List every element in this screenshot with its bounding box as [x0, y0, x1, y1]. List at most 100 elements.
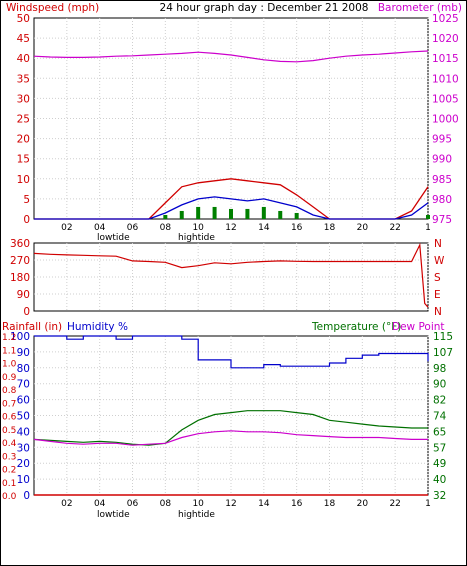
x-tick-label-panel-1: 22: [389, 223, 400, 233]
temperature-tick-label: 82: [433, 395, 446, 407]
temperature-tick-label: 40: [433, 474, 446, 486]
gust-bar: [245, 208, 250, 219]
wind-tick-label: 30: [17, 93, 30, 105]
rainfall-tick-label: 0.1: [2, 479, 16, 489]
temperature-tick-label: 115: [433, 331, 453, 343]
hightide-label-2: hightide: [178, 510, 215, 520]
humidity-tick-label: 100: [10, 331, 30, 343]
baro-tick-label: 980: [432, 194, 452, 206]
x-tick-label-panel-3: 04: [94, 499, 106, 509]
humidity-tick-label: 30: [17, 442, 30, 454]
x-tick-label-panel-1: 04: [94, 223, 106, 233]
x-tick-label-panel-3: 12: [225, 499, 236, 509]
wind-tick-label: 35: [17, 73, 30, 85]
gust-bar: [229, 208, 233, 219]
x-tick-label-panel-3: 22: [389, 499, 400, 509]
rainfall-tick-label: 1.0: [2, 360, 17, 370]
direction-tick-label: 90: [17, 289, 30, 301]
humidity-tick-label: 40: [17, 426, 30, 438]
wind-tick-label: 20: [17, 134, 30, 146]
gust-bar: [278, 210, 283, 219]
humidity-tick-label: 90: [17, 347, 30, 359]
rainfall-tick-label: 0.8: [2, 386, 17, 396]
gust-bar: [163, 214, 168, 219]
temperature-axis-label: Temperature (°F): [311, 321, 401, 333]
temperature-line: [33, 410, 428, 446]
temperature-tick-label: 65: [433, 426, 446, 438]
lowtide-label-2: lowtide: [97, 510, 130, 520]
baro-tick-label: 995: [432, 134, 452, 146]
rainfall-tick-label: 0.3: [2, 452, 16, 462]
x-tick-label-panel-3: 08: [160, 499, 172, 509]
x-tick-label-panel-1: 18: [324, 223, 336, 233]
temperature-tick-label: 32: [433, 490, 446, 502]
direction-tick-label: 360: [10, 238, 30, 250]
wind-tick-label: 45: [17, 33, 30, 45]
x-tick-label-panel-1: 20: [357, 223, 369, 233]
humidity-tick-label: 0: [23, 490, 30, 502]
wind-tick-label: 5: [23, 194, 30, 206]
windspeed-axis-label: Windspeed (mph): [6, 2, 99, 14]
temperature-tick-label: 107: [433, 347, 453, 359]
humidity-line: [34, 335, 429, 369]
baro-tick-label: 1000: [432, 114, 459, 126]
wind-tick-label: 25: [17, 114, 30, 126]
x-tick-label-panel-3: 1: [425, 499, 431, 509]
wind-tick-label: 10: [17, 174, 30, 186]
x-tick-label-panel-3: 18: [324, 499, 336, 509]
x-tick-label-panel-1: 08: [160, 223, 172, 233]
baro-tick-label: 985: [432, 174, 452, 186]
x-tick-label-panel-3: 16: [291, 499, 303, 509]
humidity-axis-label: Humidity %: [67, 321, 128, 333]
compass-tick-label: W: [434, 255, 445, 267]
temperature-tick-label: 57: [433, 442, 446, 454]
rainfall-tick-label: 0.2: [2, 466, 16, 476]
rainfall-tick-label: 1.2: [2, 333, 16, 343]
compass-tick-label: E: [434, 289, 441, 301]
x-tick-label-panel-3: 20: [357, 499, 369, 509]
gust-bar: [212, 206, 217, 219]
wind-direction-line: [33, 242, 429, 308]
rainfall-tick-label: 0.9: [2, 373, 17, 383]
avg-wind-line: [34, 196, 429, 220]
humidity-tick-label: 50: [17, 411, 30, 423]
rainfall-tick-label: 0.6: [2, 413, 17, 423]
rainfall-axis-label: Rainfall (in): [2, 321, 62, 333]
humidity-tick-label: 70: [17, 379, 30, 391]
temperature-tick-label: 90: [433, 379, 446, 391]
rainfall-tick-label: 0.0: [2, 492, 17, 502]
x-tick-label-panel-1: 14: [258, 223, 270, 233]
x-tick-label-panel-1: 16: [291, 223, 303, 233]
gust-bar: [426, 214, 430, 219]
compass-tick-label: N: [434, 238, 442, 250]
barometer-axis-label: Barometer (mb): [378, 2, 462, 14]
x-tick-label-panel-1: 12: [225, 223, 236, 233]
baro-tick-label: 1010: [432, 73, 459, 85]
x-tick-label-panel-1: 10: [192, 223, 204, 233]
wind-tick-label: 15: [17, 154, 30, 166]
x-tick-label-panel-1: 06: [127, 223, 139, 233]
humidity-tick-label: 80: [17, 363, 30, 375]
gust-bar: [179, 210, 184, 219]
gust-bar: [294, 212, 299, 219]
x-tick-label-panel-3: 02: [61, 499, 72, 509]
wind-tick-label: 0: [23, 214, 30, 226]
direction-tick-label: 180: [10, 272, 30, 284]
hightide-label-1: hightide: [178, 233, 215, 243]
direction-tick-label: 270: [10, 255, 30, 267]
rainfall-tick-label: 0.7: [2, 399, 16, 409]
compass-tick-label: N: [434, 306, 442, 318]
baro-tick-label: 990: [432, 154, 452, 166]
gust-bar: [196, 206, 201, 219]
wind-tick-label: 40: [17, 53, 30, 65]
temperature-tick-label: 74: [433, 411, 447, 423]
rainfall-tick-label: 1.1: [2, 346, 16, 356]
rainfall-tick-label: 0.4: [2, 439, 17, 449]
humidity-tick-label: 20: [17, 458, 30, 470]
wind-tick-label: 50: [17, 13, 30, 25]
rainfall-tick-label: 0.5: [2, 426, 16, 436]
baro-tick-label: 975: [432, 214, 452, 226]
x-tick-label-panel-3: 14: [258, 499, 270, 509]
x-tick-label-panel-3: 06: [127, 499, 139, 509]
